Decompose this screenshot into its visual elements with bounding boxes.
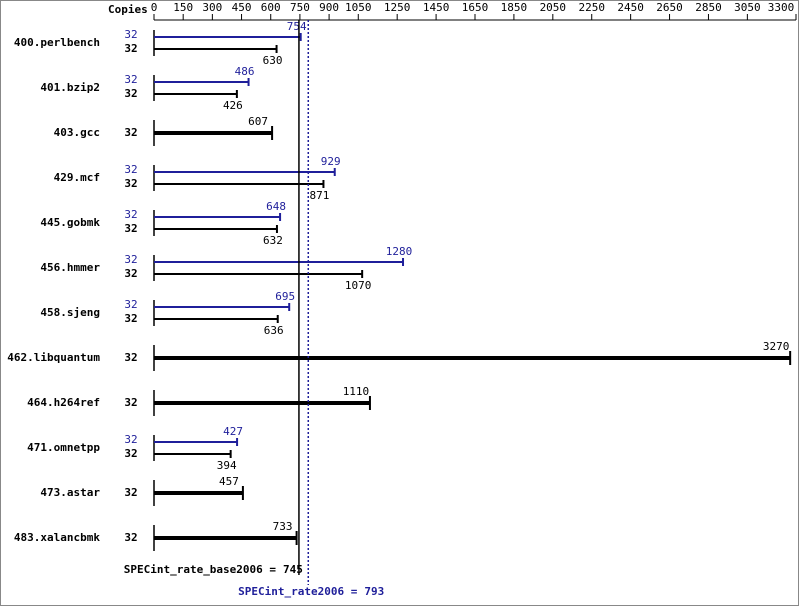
base-value-label: 632 bbox=[263, 234, 283, 247]
peak-copies: 32 bbox=[124, 253, 137, 266]
x-tick-label: 1650 bbox=[462, 1, 489, 14]
benchmark-label: 473.astar bbox=[40, 486, 100, 499]
base-metric-value: 745 bbox=[283, 563, 303, 576]
base-value-label: 871 bbox=[310, 189, 330, 202]
peak-copies: 32 bbox=[124, 163, 137, 176]
peak-copies: 32 bbox=[124, 208, 137, 221]
base-copies: 32 bbox=[124, 312, 137, 325]
base-copies: 32 bbox=[124, 177, 137, 190]
peak-value-label: 929 bbox=[321, 155, 341, 168]
benchmark-label: 471.omnetpp bbox=[27, 441, 100, 454]
base-copies: 32 bbox=[124, 42, 137, 55]
base-value-label: 1070 bbox=[345, 279, 372, 292]
base-copies: 32 bbox=[124, 531, 137, 544]
base-copies: 32 bbox=[124, 396, 137, 409]
x-tick-label: 2650 bbox=[656, 1, 683, 14]
peak-copies: 32 bbox=[124, 28, 137, 41]
base-metric-label: SPECint_rate_base2006 = 745 bbox=[124, 563, 303, 576]
base-value-label: 1110 bbox=[343, 385, 370, 398]
base-value-label: 636 bbox=[264, 324, 284, 337]
peak-copies: 32 bbox=[124, 298, 137, 311]
base-value-label: 733 bbox=[273, 520, 293, 533]
peak-metric-label: SPECint_rate2006 = 793 bbox=[238, 585, 384, 598]
benchmark-label: 464.h264ref bbox=[27, 396, 100, 409]
x-tick-label: 2850 bbox=[695, 1, 722, 14]
peak-value-label: 427 bbox=[223, 425, 243, 438]
x-tick-label: 3300 bbox=[768, 1, 795, 14]
base-value-label: 3270 bbox=[763, 340, 790, 353]
axis-title: Copies bbox=[108, 3, 148, 16]
benchmark-label: 401.bzip2 bbox=[40, 81, 100, 94]
peak-value-label: 648 bbox=[266, 200, 286, 213]
peak-value-label: 695 bbox=[275, 290, 295, 303]
base-value-label: 394 bbox=[217, 459, 237, 472]
x-tick-label: 3050 bbox=[734, 1, 761, 14]
base-copies: 32 bbox=[124, 222, 137, 235]
x-tick-label: 2050 bbox=[540, 1, 567, 14]
peak-metric-name: SPECint_rate2006 = bbox=[238, 585, 358, 598]
x-tick-label: 1850 bbox=[501, 1, 528, 14]
peak-metric-value: 793 bbox=[364, 585, 384, 598]
x-tick-label: 750 bbox=[290, 1, 310, 14]
peak-copies: 32 bbox=[124, 433, 137, 446]
benchmark-label: 458.sjeng bbox=[40, 306, 100, 319]
benchmark-label: 445.gobmk bbox=[40, 216, 100, 229]
x-tick-label: 300 bbox=[202, 1, 222, 14]
benchmark-label: 483.xalancbmk bbox=[14, 531, 100, 544]
benchmark-label: 462.libquantum bbox=[7, 351, 100, 364]
base-metric-name: SPECint_rate_base2006 = bbox=[124, 563, 277, 576]
x-tick-label: 600 bbox=[261, 1, 281, 14]
x-tick-label: 1050 bbox=[345, 1, 372, 14]
base-copies: 32 bbox=[124, 267, 137, 280]
x-tick-label: 2250 bbox=[578, 1, 605, 14]
x-tick-label: 1250 bbox=[384, 1, 411, 14]
peak-copies: 32 bbox=[124, 73, 137, 86]
base-copies: 32 bbox=[124, 486, 137, 499]
peak-value-label: 754 bbox=[287, 20, 307, 33]
benchmark-label: 456.hmmer bbox=[40, 261, 100, 274]
base-value-label: 457 bbox=[219, 475, 239, 488]
x-tick-label: 900 bbox=[319, 1, 339, 14]
peak-value-label: 1280 bbox=[386, 245, 413, 258]
base-copies: 32 bbox=[124, 87, 137, 100]
base-copies: 32 bbox=[124, 447, 137, 460]
x-tick-label: 2450 bbox=[617, 1, 644, 14]
benchmark-label: 400.perlbench bbox=[14, 36, 100, 49]
base-value-label: 607 bbox=[248, 115, 268, 128]
benchmark-label: 403.gcc bbox=[54, 126, 100, 139]
base-value-label: 426 bbox=[223, 99, 243, 112]
x-tick-label: 1450 bbox=[423, 1, 450, 14]
base-value-label: 630 bbox=[263, 54, 283, 67]
peak-value-label: 486 bbox=[235, 65, 255, 78]
base-copies: 32 bbox=[124, 126, 137, 139]
x-tick-label: 150 bbox=[173, 1, 193, 14]
benchmark-label: 429.mcf bbox=[54, 171, 100, 184]
x-tick-label: 0 bbox=[151, 1, 158, 14]
x-tick-label: 450 bbox=[232, 1, 252, 14]
base-copies: 32 bbox=[124, 351, 137, 364]
